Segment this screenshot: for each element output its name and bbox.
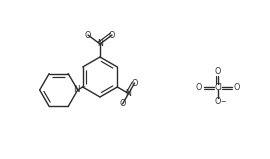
Text: O: O — [215, 68, 221, 76]
Text: O: O — [215, 97, 221, 107]
Text: O: O — [196, 83, 202, 91]
Text: O: O — [131, 79, 138, 88]
Text: O: O — [234, 83, 240, 91]
Text: O: O — [85, 31, 91, 39]
Text: O: O — [109, 31, 115, 39]
Text: +: + — [80, 83, 85, 89]
Text: N: N — [73, 86, 80, 94]
Text: N: N — [126, 89, 131, 98]
Text: N: N — [97, 39, 103, 48]
Text: Cl: Cl — [214, 83, 222, 91]
Text: O: O — [119, 99, 126, 108]
Text: −: − — [220, 99, 226, 105]
